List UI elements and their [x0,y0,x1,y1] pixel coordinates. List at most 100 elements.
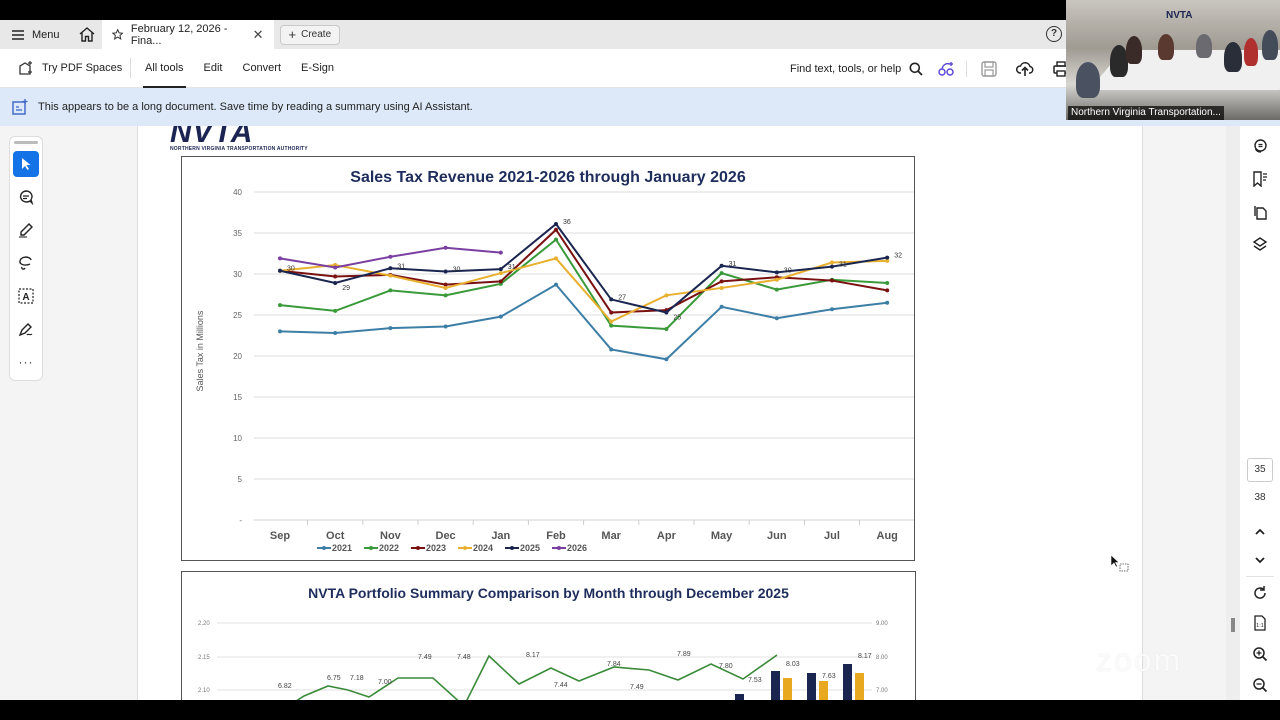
data-point [830,264,834,269]
participant-figure [1224,42,1242,72]
y-tick-label: 5 [238,475,243,484]
data-point [774,277,779,282]
highlighter-icon [19,223,33,238]
find-search-box[interactable]: Find text, tools, or help [790,49,923,88]
rotate-refresh-icon[interactable] [1252,585,1268,601]
close-tab-icon[interactable]: ✕ [252,26,264,42]
actual-size-icon[interactable]: 1:1 [1252,615,1268,631]
previous-page-chevron-up-icon[interactable] [1252,524,1268,540]
total-pages: 38 [1254,492,1266,503]
tab-e-sign[interactable]: E-Sign [301,62,335,74]
video-participant-tile[interactable]: NVTA Northern Virginia Transportation... [1066,0,1280,120]
data-label: 30 [287,266,295,273]
x-tick-label: Feb [546,530,566,542]
left-y-tick-label: 2.20 [198,621,210,627]
series-line-2022 [279,238,888,330]
y-axis-label: Sales Tax in Millions [195,310,205,391]
series-line-2021 [279,283,888,361]
data-point [388,288,393,293]
menu-button[interactable]: Menu [0,20,72,49]
tab-all-tools[interactable]: All tools [135,49,194,88]
series-line-2025 [279,222,888,314]
left-y-tick-label: 2.10 [198,688,210,694]
create-button[interactable]: + Create [279,24,341,45]
drag-handle[interactable] [14,141,38,144]
x-tick-label: May [711,530,733,542]
tab-edit[interactable]: Edit [203,62,223,74]
tab-convert[interactable]: Convert [242,62,282,74]
page-thumbnails-icon[interactable] [1252,204,1268,220]
participant-figure [1158,34,1174,60]
document-tab-title: February 12, 2026 - Fina... [130,22,228,47]
data-point [664,357,669,362]
try-pdf-spaces-button[interactable]: Try PDF Spaces [0,60,130,76]
svg-text:2021: 2021 [332,543,352,553]
select-tool-button[interactable] [13,151,39,177]
data-label: 8.17 [858,653,872,660]
data-label: 7.53 [748,677,762,684]
cursor-arrow-icon [22,158,31,170]
ai-assistant-icon[interactable] [937,60,955,78]
data-point [609,319,614,324]
data-point [719,304,724,309]
sign-tool-button[interactable] [13,316,39,342]
more-tools-button[interactable]: ··· [13,349,39,375]
right-side-rail: 35 38 1:1 [1240,126,1280,700]
data-point [443,269,448,274]
data-point [443,293,448,298]
next-page-chevron-down-icon[interactable] [1252,552,1268,568]
legend-item-2025: 2025 [505,543,540,553]
svg-text:2026: 2026 [567,543,587,553]
screen-bottom-bar [0,700,1280,720]
data-point [609,310,614,315]
add-comment-button[interactable] [13,184,39,210]
data-point [278,256,282,261]
bar-gold [819,681,828,700]
document-tab[interactable]: February 12, 2026 - Fina... ✕ [101,20,274,49]
cloud-upload-icon[interactable] [1016,60,1034,78]
data-point [609,323,614,328]
bookmarks-icon[interactable] [1252,171,1268,187]
save-icon[interactable] [980,60,998,78]
scrollbar-thumb[interactable] [1231,618,1235,632]
data-label: 7.44 [554,682,568,689]
highlight-tool-button[interactable] [13,217,39,243]
star-icon[interactable] [111,28,123,41]
data-point [443,282,448,287]
bar-navy [735,694,744,700]
draw-tool-button[interactable] [13,250,39,276]
vertical-scrollbar[interactable] [1226,126,1240,700]
text-box-tool-button[interactable]: A [13,283,39,309]
data-point [388,254,393,259]
home-button[interactable] [72,20,102,49]
layers-icon[interactable] [1252,237,1268,253]
comments-panel-icon[interactable] [1252,138,1268,154]
data-point [774,287,779,292]
current-page-input[interactable]: 35 [1247,458,1273,482]
search-icon[interactable] [909,62,923,76]
data-label: 27 [618,294,626,301]
data-point [719,271,724,276]
help-icon[interactable]: ? [1046,26,1062,42]
x-tick-label: Jan [491,530,510,542]
participant-figure [1110,45,1128,77]
ai-summary-text[interactable]: This appears to be a long document. Save… [38,101,473,113]
comment-icon [19,190,34,205]
legend-item-2022: 2022 [364,543,399,553]
mouse-cursor-icon [1110,554,1130,579]
data-label: 31 [508,264,516,271]
data-label: 31 [397,263,405,270]
pdf-spaces-icon [19,61,32,75]
data-point [885,255,890,260]
data-point [885,300,890,305]
data-point [443,324,448,329]
zoom-in-icon[interactable] [1252,646,1268,662]
nvta-logo: NVTA NORTHERN VIRGINIA TRANSPORTATION AU… [170,126,308,152]
pdf-page: NVTA NORTHERN VIRGINIA TRANSPORTATION AU… [137,126,1143,700]
data-label: 29 [342,285,350,292]
data-label: 31 [729,261,737,268]
data-label: 30 [784,267,792,274]
zoom-out-icon[interactable] [1252,677,1268,693]
x-tick-label: Oct [326,530,345,542]
